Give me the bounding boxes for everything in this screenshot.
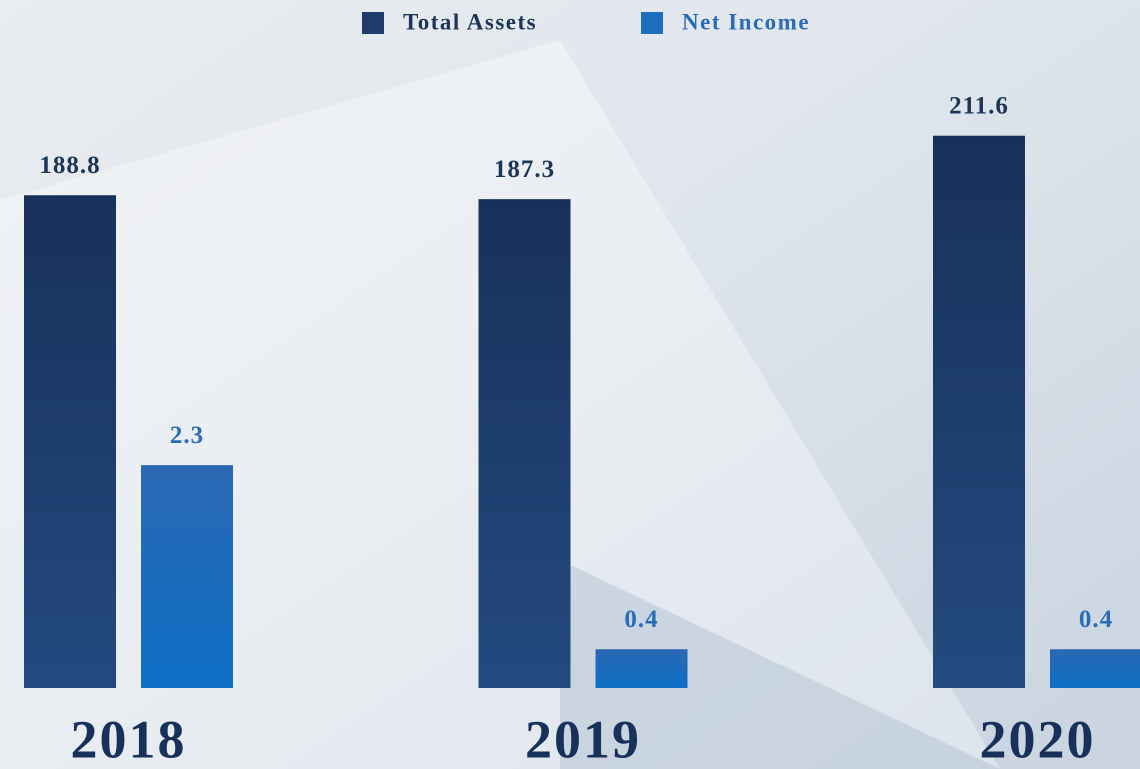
x-tick-label: 2019 <box>525 709 641 769</box>
building-shape <box>560 560 1000 769</box>
value-label: 2.3 <box>170 422 204 449</box>
bar <box>141 465 233 688</box>
value-label: 0.4 <box>624 606 658 633</box>
bar <box>595 649 688 688</box>
value-label: 187.3 <box>494 156 555 183</box>
x-tick-label: 2020 <box>980 709 1096 769</box>
value-label: 0.4 <box>1079 606 1113 633</box>
bar <box>478 199 571 688</box>
legend-label: Total Assets <box>403 9 537 34</box>
bar <box>933 135 1025 688</box>
legend-swatch <box>362 12 384 34</box>
bar <box>24 195 116 689</box>
legend-swatch <box>641 12 663 34</box>
legend-label: Net Income <box>682 9 810 34</box>
x-tick-label: 2018 <box>71 709 187 769</box>
bar <box>1050 649 1140 688</box>
value-label: 211.6 <box>949 92 1009 119</box>
value-label: 188.8 <box>39 152 100 179</box>
